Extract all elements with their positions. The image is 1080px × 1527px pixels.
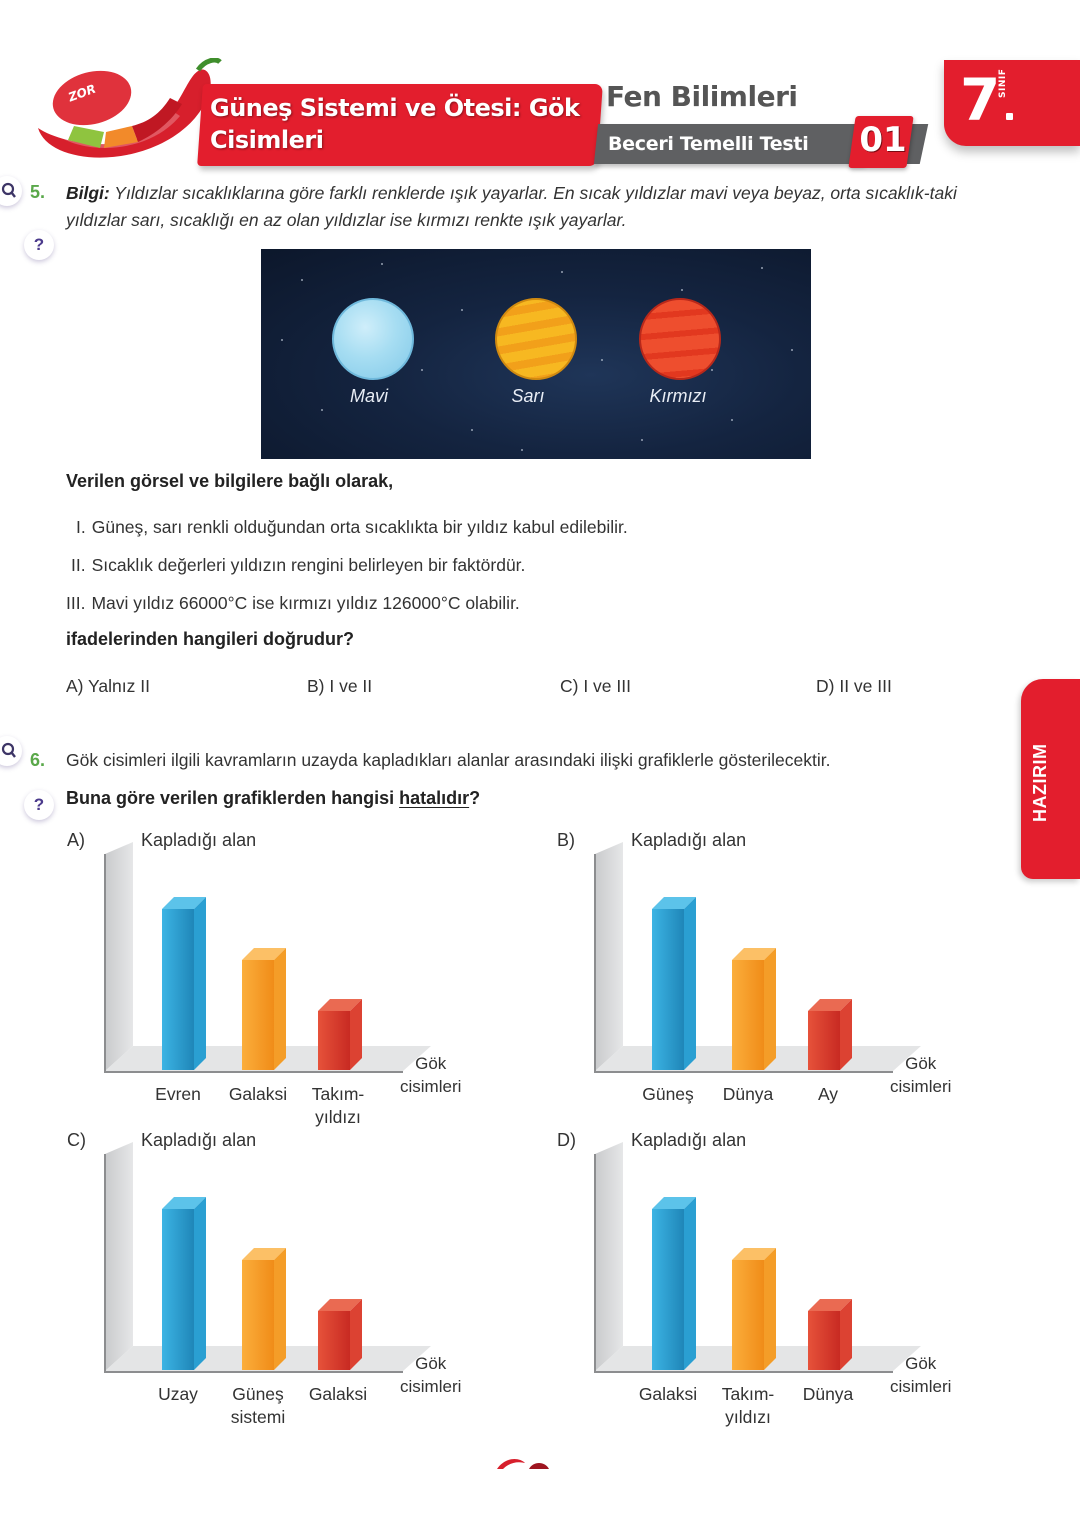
- chart-category-label: Takım-yıldızı: [721, 1384, 775, 1427]
- unit-header: ZOR Güneş Sistemi ve Ötesi: Gök Cisimler…: [30, 58, 603, 170]
- chart-category-label: Ay: [817, 1084, 839, 1104]
- chart-y-axis-label: Kapladığı alan: [141, 830, 257, 850]
- question-5-number: 5.: [30, 182, 46, 202]
- statement-text: Sıcaklık değerleri yıldızın rengini beli…: [91, 555, 526, 575]
- grade-word: SINIF: [998, 68, 1008, 98]
- chart-option-a[interactable]: A) Kapladığı alan Gök cisimleri Evren Galaksi…: [55, 826, 495, 1127]
- chart-option-letter: C): [67, 1130, 86, 1150]
- label-mavi: Mavi: [349, 386, 388, 406]
- info-text: Yıldızlar sıcaklıklarına göre farklı ren…: [66, 183, 957, 230]
- chart-y-axis-label: Kapladığı alan: [631, 830, 747, 850]
- bar-chart-graphic: [104, 1142, 431, 1373]
- choice-b[interactable]: B) I ve II: [307, 676, 373, 696]
- chart-category-label: Dünya: [722, 1084, 774, 1104]
- chart-category-label: Galaksi: [308, 1384, 368, 1404]
- chart-category-label: Galaksi: [638, 1384, 698, 1404]
- chart-category-label: Evren: [155, 1084, 201, 1104]
- grade-number: 7: [960, 66, 1001, 134]
- info-label: Bilgi:: [66, 183, 110, 203]
- choice-c[interactable]: C) I ve III: [560, 676, 631, 696]
- star-colors-image: Mavi Sarı Kırmızı: [261, 249, 811, 459]
- question-5-prompt: ifadelerinden hangileri doğrudur?: [66, 629, 355, 649]
- unit-title: Güneş Sistemi ve Ötesi: Gök Cisimleri: [210, 94, 580, 154]
- statement-text: Mavi yıldız 66000°C ise kırmızı yıldız 1…: [91, 593, 520, 613]
- question-mark-icon: ?: [33, 235, 45, 254]
- question-6-text: Gök cisimleri ilgili kavramların uzayda …: [66, 750, 831, 770]
- magnifier-icon: [1, 182, 16, 198]
- chart-category-label: Güneş: [642, 1084, 694, 1104]
- statement-text: Güneş, sarı renkli olduğundan orta sıcak…: [91, 517, 628, 537]
- search-button[interactable]: [0, 736, 22, 766]
- chart-option-letter: D): [557, 1130, 576, 1150]
- chart-option-c[interactable]: C) Kapladığı alan Gök cisimleri Uzay Güneş sis…: [55, 1126, 495, 1427]
- bar-chart-graphic: [104, 842, 431, 1073]
- search-button[interactable]: [0, 176, 22, 206]
- label-kirmizi: Kırmızı: [649, 386, 707, 406]
- chart-option-letter: B): [557, 830, 575, 850]
- statement-2: II. Sıcaklık değerleri yıldızın rengini b…: [71, 555, 525, 576]
- statement-roman: II.: [71, 555, 86, 575]
- prompt-end: ?: [469, 788, 481, 808]
- chili-pepper-difficulty-icon: [38, 58, 222, 158]
- question-5-lead: Verilen görsel ve bilgilere bağlı olarak…: [66, 471, 394, 491]
- prompt-underlined: hatalıdır: [399, 788, 470, 808]
- question-6-prompt: Buna göre verilen grafiklerden hangisi h…: [66, 788, 480, 809]
- test-name: Beceri Temelli Testi: [608, 133, 809, 155]
- chart-option-b[interactable]: B) Kapladığı alan Gök cisimleri Güneş Dünya Ay: [545, 826, 985, 1126]
- yellow-star-icon: [495, 298, 577, 380]
- chart-category-label: Dünya: [802, 1384, 854, 1404]
- chart-category-label: Uzay: [158, 1384, 198, 1404]
- prompt-text: Buna göre verilen grafiklerden hangisi: [66, 788, 400, 808]
- statement-1: I. Güneş, sarı renkli olduğundan orta sıc…: [76, 517, 628, 538]
- grade-dot: [1006, 113, 1013, 120]
- statement-roman: I.: [76, 517, 86, 537]
- hint-button[interactable]: ?: [24, 230, 54, 260]
- chart-y-axis-label: Kapladığı alan: [141, 1130, 257, 1150]
- hazirim-tab[interactable]: [1021, 679, 1080, 879]
- question-6-number: 6.: [30, 750, 46, 770]
- blue-star-icon: [332, 298, 414, 380]
- footer-logo-icon: [497, 1459, 549, 1469]
- hint-button[interactable]: ?: [24, 790, 54, 820]
- choice-a[interactable]: A) Yalnız II: [66, 676, 150, 696]
- question-5-info: Bilgi: Yıldızlar sıcaklıklarına göre far…: [66, 180, 1016, 234]
- chart-x-axis-label: Gök cisimleri: [890, 1054, 952, 1096]
- statement-3: III. Mavi yıldız 66000°C ise kırmızı yıld…: [66, 593, 520, 614]
- red-star-icon: [639, 298, 721, 380]
- label-sari: Sarı: [511, 386, 545, 406]
- choice-d[interactable]: D) II ve III: [816, 676, 892, 696]
- chart-category-label: Güneş sistemi: [230, 1384, 286, 1427]
- chart-x-axis-label: Gök cisimleri: [890, 1354, 952, 1396]
- chart-category-label: Takım-yıldızı: [311, 1084, 365, 1127]
- hazirim-label: HAZIRIM: [1030, 743, 1050, 823]
- chart-x-axis-label: Gök cisimleri: [400, 1354, 462, 1396]
- subject-title: Fen Bilimleri: [606, 80, 798, 113]
- question-mark-icon: ?: [33, 795, 45, 814]
- chart-option-letter: A): [67, 830, 85, 850]
- chart-category-label: Galaksi: [228, 1084, 288, 1104]
- bar-chart-graphic: [594, 842, 921, 1073]
- test-number: 01: [859, 120, 907, 160]
- chart-x-axis-label: Gök cisimleri: [400, 1054, 462, 1096]
- chart-option-d[interactable]: D) Kapladığı alan Gök cisimleri Galaksi Takım…: [545, 1126, 985, 1427]
- chart-y-axis-label: Kapladığı alan: [631, 1130, 747, 1150]
- bar-chart-graphic: [594, 1142, 921, 1373]
- magnifier-icon: [1, 742, 16, 758]
- grade-badge: [944, 60, 1080, 146]
- statement-roman: III.: [66, 593, 86, 613]
